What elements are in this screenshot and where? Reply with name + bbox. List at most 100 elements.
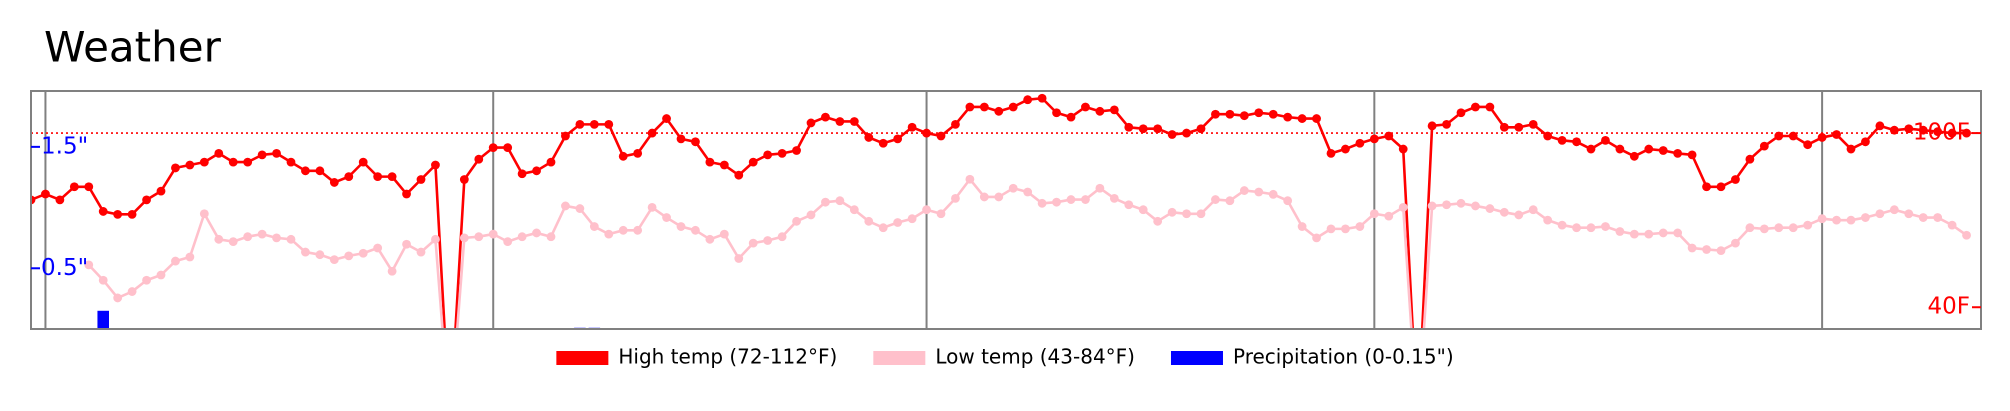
temp-marker: [1702, 182, 1711, 192]
temp-marker: [272, 149, 281, 158]
temp-marker: [864, 216, 874, 226]
temp-marker: [835, 117, 845, 126]
temp-marker: [1947, 220, 1957, 230]
temp-line: [87, 177, 1968, 329]
temp-marker: [228, 157, 238, 167]
temp-marker: [878, 223, 888, 233]
temp-marker: [1239, 186, 1249, 195]
temp-marker: [84, 182, 94, 192]
temp-marker: [243, 232, 253, 242]
temp-marker: [402, 189, 411, 199]
temp-marker: [1182, 209, 1191, 219]
temp-marker: [1644, 144, 1654, 154]
temp-marker: [1687, 150, 1697, 160]
temp-marker: [1803, 220, 1813, 230]
temp-marker: [1037, 198, 1047, 208]
y2-tick-label: 100F: [1913, 120, 1970, 146]
temp-marker: [257, 150, 267, 160]
temp-marker: [1037, 93, 1047, 103]
temp-marker: [1268, 109, 1278, 119]
temp-marker: [893, 134, 903, 144]
temp-marker: [301, 166, 310, 176]
temp-marker: [1239, 111, 1249, 121]
temp-marker: [662, 213, 671, 222]
temp-marker: [1095, 183, 1105, 193]
temp-marker: [1861, 213, 1870, 222]
temp-marker: [1788, 223, 1798, 233]
temp-marker: [1846, 215, 1856, 225]
temp-marker: [1471, 102, 1480, 112]
legend-swatch: [556, 351, 609, 365]
temp-marker: [1774, 131, 1784, 141]
temp-marker: [156, 270, 166, 280]
temp-marker: [1601, 135, 1610, 145]
temp-marker: [1615, 227, 1625, 236]
temp-marker: [243, 157, 253, 167]
temp-marker: [1889, 125, 1899, 135]
temp-marker: [1528, 205, 1538, 215]
temp-marker: [98, 207, 108, 216]
temp-marker: [705, 157, 715, 167]
temp-marker: [936, 131, 946, 141]
temp-marker: [373, 243, 383, 253]
temp-marker: [691, 225, 700, 235]
temp-marker: [589, 119, 599, 129]
legend-label: Low temp (43-84°F): [935, 345, 1135, 369]
temp-marker: [1586, 223, 1596, 233]
temp-marker: [315, 250, 325, 260]
temp-marker: [1081, 195, 1090, 204]
temp-marker: [1601, 222, 1610, 231]
temp-marker: [907, 122, 917, 132]
temp-marker: [878, 138, 888, 148]
temp-marker: [1557, 135, 1567, 145]
temp-marker: [1745, 154, 1755, 164]
temp-marker: [546, 232, 556, 242]
temp-marker: [1543, 215, 1553, 225]
temp-marker: [748, 238, 758, 248]
temp-marker: [922, 128, 931, 138]
temp-marker: [777, 232, 787, 242]
temp-marker: [821, 197, 830, 207]
temp-marker: [1297, 222, 1307, 231]
temp-marker: [474, 232, 484, 242]
temp-marker: [1427, 121, 1437, 131]
temp-marker: [1832, 130, 1841, 139]
temp-marker: [1297, 114, 1307, 123]
temp-marker: [214, 234, 224, 244]
temp-marker: [1052, 108, 1061, 118]
temp-marker: [1875, 121, 1885, 131]
temp-marker: [633, 225, 643, 235]
temp-marker: [1225, 196, 1235, 206]
temp-marker: [806, 210, 816, 220]
temp-marker: [358, 248, 368, 258]
temp-marker: [1918, 125, 1928, 135]
temp-marker: [1369, 209, 1379, 219]
temp-marker: [1861, 137, 1870, 147]
temp-marker: [662, 114, 671, 123]
temp-marker: [994, 106, 1004, 116]
temp-marker: [1904, 209, 1914, 219]
temp-marker: [272, 233, 281, 243]
temp-marker: [1427, 201, 1437, 211]
temp-marker: [633, 149, 643, 158]
temp-marker: [1095, 106, 1105, 116]
temp-marker: [171, 163, 180, 173]
temp-marker: [1543, 131, 1553, 141]
temp-marker: [719, 160, 729, 170]
temp-marker: [532, 228, 541, 238]
temp-marker: [431, 234, 440, 244]
temp-marker: [329, 178, 339, 187]
temp-marker: [618, 151, 628, 161]
temp-marker: [1211, 109, 1220, 119]
temp-marker: [1846, 144, 1856, 154]
temp-marker: [1817, 133, 1827, 142]
temp-marker: [31, 195, 36, 205]
temp-marker: [1644, 229, 1654, 239]
temp-marker: [171, 256, 180, 266]
temp-marker: [1471, 201, 1480, 211]
temp-marker: [1138, 124, 1148, 134]
temp-marker: [575, 204, 585, 213]
temp-marker: [1442, 119, 1451, 129]
temp-marker: [1673, 149, 1683, 158]
